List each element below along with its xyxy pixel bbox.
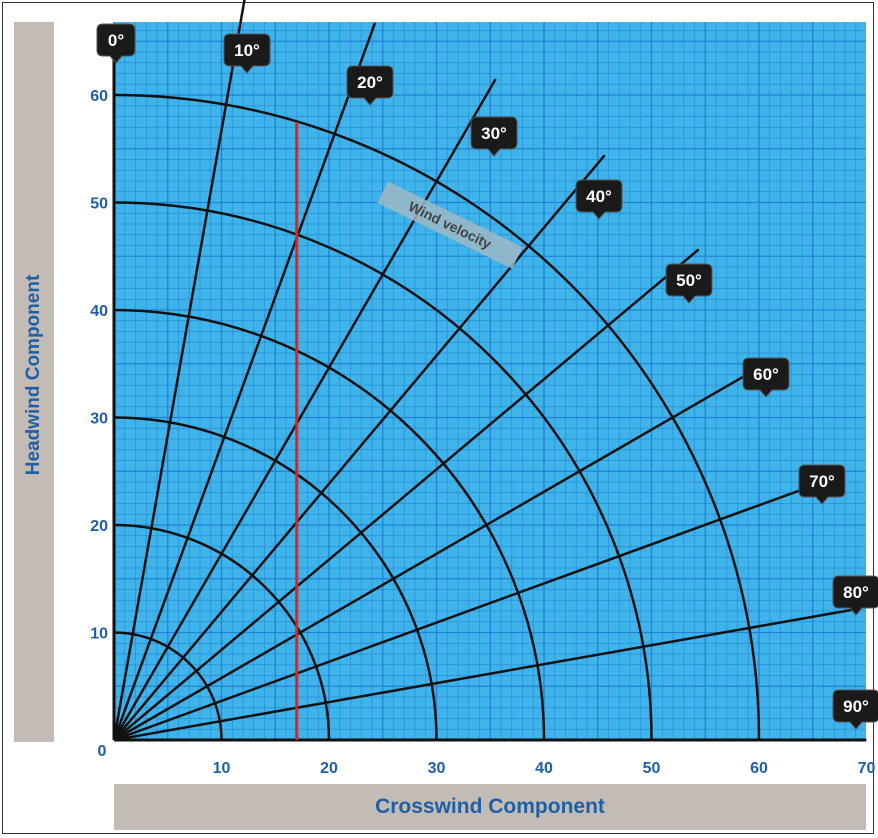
angle-badge: 60° [742, 357, 790, 398]
angle-badge-shape [665, 263, 713, 304]
y-tick-label: 20 [90, 518, 108, 535]
angle-badge-label: 10° [234, 41, 260, 60]
angle-badge-shape [742, 357, 790, 398]
angle-badge: 0° [96, 23, 136, 64]
wind-velocity-arc [113, 416, 438, 741]
wind-velocity-arc [113, 308, 546, 741]
angle-badge-label: 30° [481, 124, 507, 143]
angle-line [113, 248, 700, 741]
x-axis-label-band: Crosswind Component [114, 784, 866, 830]
angle-badge-shape [575, 179, 623, 220]
x-tick-label: 50 [643, 760, 661, 777]
angle-badge: 10° [223, 33, 271, 74]
x-tick-label: 10 [213, 760, 231, 777]
angle-badge-label: 50° [676, 271, 702, 290]
y-axis-label-band [14, 22, 54, 742]
y-tick-label: 10 [90, 626, 108, 643]
wind-velocity-arc [113, 201, 653, 741]
angle-badge: 20° [346, 65, 394, 106]
x-tick-label: 70 [858, 760, 876, 777]
angle-badge-label: 0° [108, 31, 124, 50]
angle-badge-label: 60° [753, 365, 779, 384]
y-tick-label: 60 [90, 88, 108, 105]
x-axis-label: Crosswind Component [375, 795, 605, 818]
y-tick-label: 40 [90, 303, 108, 320]
angle-badge-label: 20° [357, 73, 383, 92]
angle-badge-label: 70° [809, 472, 835, 491]
wind-velocity-arc [113, 631, 223, 741]
angle-badge-label: 80° [843, 583, 869, 602]
y-tick-label: 50 [90, 196, 108, 213]
angle-badge-shape [470, 116, 518, 157]
x-tick-label: 20 [320, 760, 338, 777]
angle-badge: 30° [470, 116, 518, 157]
wind-velocity-label-bg [377, 181, 523, 269]
angle-badge: 70° [798, 464, 846, 505]
angle-badge-shape [223, 33, 271, 74]
angle-badge-shape [832, 689, 878, 730]
angle-badge: 50° [665, 263, 713, 304]
x-tick-label: 60 [750, 760, 768, 777]
angle-badge-shape [346, 65, 394, 106]
angle-line [113, 474, 842, 742]
angle-line [112, 0, 246, 741]
angle-badge-shape [832, 575, 878, 616]
angle-line [112, 78, 497, 741]
angle-badge: 90° [832, 689, 878, 730]
angle-badge-shape [798, 464, 846, 505]
angle-badge: 40° [575, 179, 623, 220]
angle-line [112, 22, 377, 741]
angle-badge-label: 40° [586, 187, 612, 206]
x-tick-label: 30 [428, 760, 446, 777]
angle-badge-label: 90° [843, 697, 869, 716]
angle-line [113, 607, 861, 742]
wind-velocity-arc [113, 93, 761, 741]
y-tick-label: 30 [90, 411, 108, 428]
angle-badge: 80° [832, 575, 878, 616]
x-tick-label: 40 [535, 760, 553, 777]
origin-label: 0 [98, 743, 107, 760]
angle-line [113, 154, 606, 741]
angle-line [113, 359, 771, 742]
angle-badge-shape [96, 23, 136, 64]
wind-velocity-arc [113, 523, 331, 741]
